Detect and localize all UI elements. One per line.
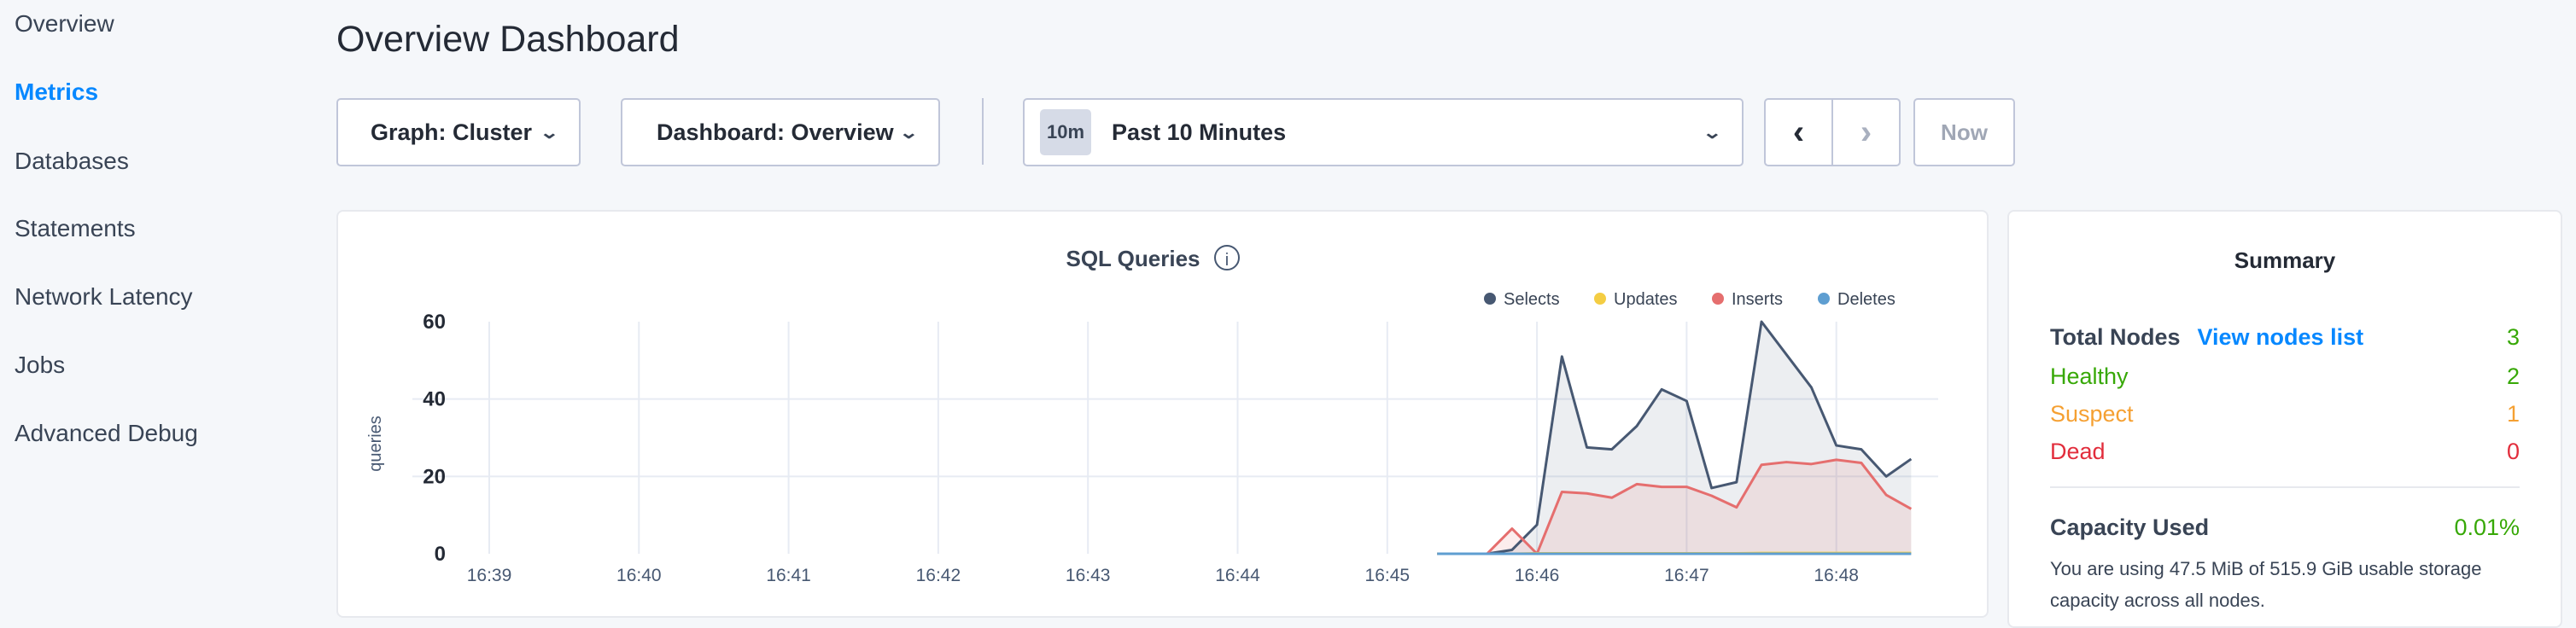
healthy-value: 2 [2506, 363, 2520, 389]
now-button[interactable]: Now [1913, 98, 2015, 166]
time-badge: 10m [1040, 109, 1092, 155]
x-tick-label: 16:43 [1066, 566, 1111, 585]
dead-value: 0 [2506, 439, 2520, 464]
area-inserts [1437, 459, 1912, 554]
info-icon[interactable]: i [1214, 245, 1240, 270]
chevron-down-icon: ⌄ [539, 123, 560, 142]
sidebar-item-advanced-debug[interactable]: Advanced Debug [15, 420, 198, 446]
x-tick-label: 16:47 [1664, 566, 1709, 585]
capacity-row: Capacity Used 0.01% [2050, 515, 2520, 541]
y-tick-label: 60 [423, 311, 446, 334]
x-tick-label: 16:39 [467, 566, 512, 585]
total-nodes-value: 3 [2506, 324, 2520, 350]
total-nodes-row: Total Nodes View nodes list 3 [2050, 324, 2520, 351]
capacity-label: Capacity Used [2050, 515, 2210, 540]
sql-queries-chart-card: SQL Queries i queries 0 20 40 60 16:39 16:40 1… [336, 210, 1989, 618]
x-tick-label: 16:46 [1515, 566, 1560, 585]
x-tick-label: 16:42 [916, 566, 961, 585]
time-range-select[interactable]: 10m Past 10 Minutes ⌄ [1023, 98, 1744, 166]
x-tick-label: 16:41 [766, 566, 811, 585]
suspect-value: 1 [2506, 401, 2520, 427]
sidebar-item-overview[interactable]: Overview [15, 10, 114, 37]
total-nodes-label: Total Nodes [2050, 324, 2181, 350]
capacity-description: You are using 47.5 MiB of 515.9 GiB usab… [2050, 558, 2482, 611]
series-line-inserts [1437, 458, 1913, 555]
x-tick-label: 16:40 [616, 566, 662, 585]
sql-queries-chart: SQL Queries i queries 0 20 40 60 16:39 16:40 1… [366, 245, 1938, 585]
chart-title: SQL Queries [1066, 246, 1200, 271]
sidebar-item-metrics[interactable]: Metrics [15, 78, 99, 105]
view-nodes-link[interactable]: View nodes list [2197, 324, 2364, 350]
y-axis-label: queries [366, 416, 385, 472]
graph-select-label: Graph: Cluster [371, 119, 533, 145]
svg-text:i: i [1225, 251, 1229, 270]
page-title: Overview Dashboard [336, 19, 680, 60]
legend-label-updates: Updates [1614, 290, 1678, 309]
legend-dot-selects [1484, 293, 1496, 305]
chevron-left-icon[interactable]: ‹ [1766, 100, 1833, 165]
sidebar-item-databases[interactable]: Databases [15, 148, 129, 174]
healthy-label: Healthy [2050, 363, 2129, 389]
x-tick-label: 16:44 [1215, 566, 1260, 585]
divider [982, 98, 984, 165]
chevron-down-icon: ⌄ [1702, 123, 1723, 142]
sidebar-item-network-latency[interactable]: Network Latency [15, 283, 193, 310]
time-range-label: Past 10 Minutes [1112, 119, 1287, 145]
summary-card: Summary Total Nodes View nodes list 3 He… [2007, 210, 2562, 628]
legend-dot-updates [1594, 293, 1606, 305]
legend-dot-inserts [1712, 293, 1724, 305]
capacity-value: 0.01% [2454, 515, 2520, 540]
suspect-label: Suspect [2050, 401, 2134, 427]
legend-label-selects: Selects [1504, 290, 1560, 309]
legend-label-inserts: Inserts [1732, 290, 1783, 309]
x-tick-label: 16:48 [1814, 566, 1859, 585]
graph-select[interactable]: Graph: Cluster ⌄ [336, 98, 581, 166]
sidebar-item-statements[interactable]: Statements [15, 215, 136, 241]
time-nav-group: ‹ › [1764, 98, 1901, 166]
legend-label-deletes: Deletes [1837, 290, 1895, 309]
suspect-row: Suspect 1 [2050, 401, 2520, 427]
y-tick-label: 40 [423, 388, 446, 411]
sidebar-item-jobs[interactable]: Jobs [15, 352, 66, 378]
y-tick-label: 20 [423, 465, 446, 488]
series-line-selects [1437, 320, 1913, 555]
x-tick-label: 16:45 [1365, 566, 1411, 585]
dead-label: Dead [2050, 439, 2106, 464]
divider [2050, 486, 2520, 488]
summary-title: Summary [2234, 247, 2336, 273]
chevron-right-icon[interactable]: › [1860, 113, 1872, 151]
dashboard-select[interactable]: Dashboard: Overview ⌄ [621, 98, 940, 166]
dashboard-select-label: Dashboard: Overview [657, 119, 894, 145]
area-selects [1437, 322, 1912, 554]
legend-dot-deletes [1818, 293, 1830, 305]
dead-row: Dead 0 [2050, 439, 2520, 465]
healthy-row: Healthy 2 [2050, 363, 2520, 390]
chevron-down-icon: ⌄ [898, 123, 920, 142]
y-tick-label: 0 [435, 543, 446, 566]
